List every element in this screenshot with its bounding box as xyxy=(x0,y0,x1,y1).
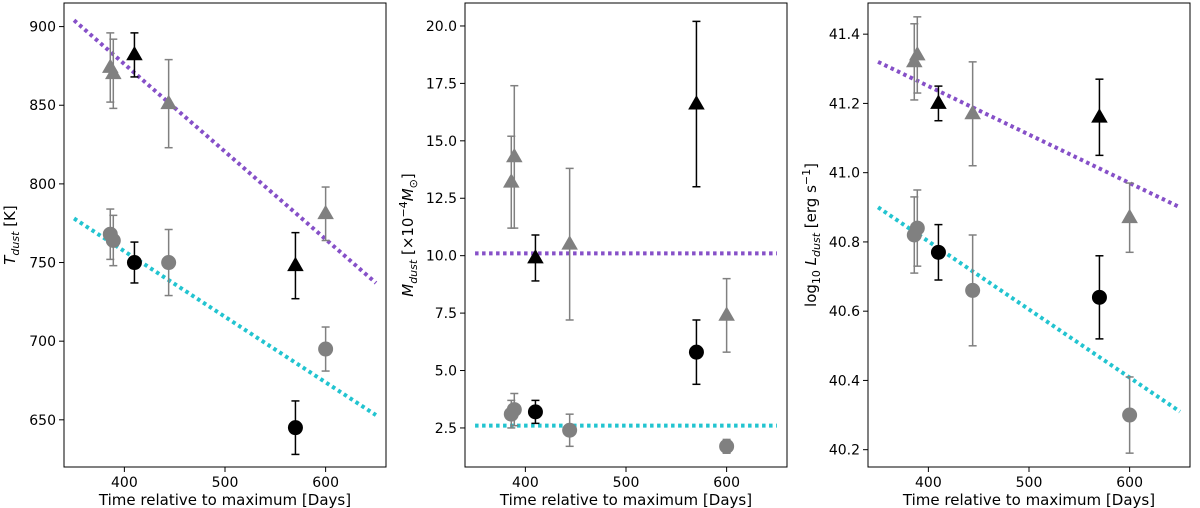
x-axis-label-temperature: Time relative to maximum [Days] xyxy=(98,491,351,508)
purple-fit-line xyxy=(877,60,1181,210)
circles-grey-point-1 xyxy=(105,233,121,249)
triangles-grey-point-3 xyxy=(718,306,735,321)
y-label-base-sub: 10 xyxy=(810,270,823,284)
cyan-fit-line xyxy=(876,205,1182,414)
y-label-mid: L xyxy=(802,257,820,270)
y-tick-label-0: 40.2 xyxy=(829,443,860,459)
y-label-sub: dust xyxy=(9,231,22,256)
cyan-fit-line xyxy=(72,216,378,417)
triangles-black-point-1 xyxy=(688,95,705,110)
y-label-tail: M xyxy=(399,188,417,201)
y-tick-label-1: 40.4 xyxy=(829,373,860,389)
circles-grey-point-3 xyxy=(318,341,334,357)
panel-temperature: 400 500 600 650 700 750 800 850 900 Time relative… xyxy=(1,2,387,508)
y-tick-label-3: 10.0 xyxy=(426,249,457,265)
y-tick-label-3: 800 xyxy=(29,177,56,193)
y-axis-label-luminosity: log10 Ldust [erg s−1] xyxy=(800,163,823,307)
y-axis-label-mass: Mdust [×10−4M⊙] xyxy=(397,173,420,296)
circles-grey-point-1 xyxy=(909,220,925,236)
y-tick-label-7: 20.0 xyxy=(426,19,457,35)
x-tick-label-400: 400 xyxy=(111,475,138,491)
y-label-tail-sub: ⊙ xyxy=(407,179,420,188)
y-tick-label-2: 7.5 xyxy=(435,306,457,322)
circles-black-point-1 xyxy=(688,344,704,360)
circles-black-point-0 xyxy=(930,244,946,260)
circles-black-point-0 xyxy=(527,404,543,420)
circles-grey-point-1 xyxy=(506,402,522,418)
x-tick-label-600: 600 xyxy=(1116,475,1143,491)
triangles-grey-point-3 xyxy=(1121,208,1138,224)
y-tick-label-0: 650 xyxy=(29,413,56,429)
triangles-grey-point-2 xyxy=(160,94,177,110)
panel-luminosity: 400 500 600 40.2 40.4 40.6 40.8 41.0 41.2 41.4 Tim… xyxy=(800,2,1191,508)
triangles-grey-point-2 xyxy=(964,104,981,120)
y-tick-label-6: 41.4 xyxy=(829,27,860,43)
x-tick-label-400: 400 xyxy=(915,475,942,491)
y-label-sup: −4 xyxy=(397,201,410,217)
y-tick-label-2: 40.6 xyxy=(829,304,860,320)
panel-mass: 400 500 600 2.5 5.0 7.5 10.0 12.5 15.0 17.5 20.0 Ti… xyxy=(397,2,788,508)
y-tick-label-1: 5.0 xyxy=(435,364,457,380)
circles-black-point-0 xyxy=(126,255,142,271)
y-label-sub: dust xyxy=(407,259,420,284)
x-tick-label-500: 500 xyxy=(613,475,640,491)
y-tick-label-2: 750 xyxy=(29,256,56,272)
y-label-close: ] xyxy=(802,163,820,169)
y-label-sup: −1 xyxy=(800,169,813,185)
y-label-base: T xyxy=(1,254,19,265)
y-tick-label-6: 17.5 xyxy=(426,76,457,92)
axes-frame-mass xyxy=(464,2,788,468)
circles-grey-point-2 xyxy=(562,422,578,438)
y-tick-label-5: 41.2 xyxy=(829,96,860,112)
triangles-black-point-1 xyxy=(287,256,304,272)
y-tick-label-5: 15.0 xyxy=(426,134,457,150)
y-label-base: M xyxy=(399,284,417,297)
y-tick-label-4: 41.0 xyxy=(829,166,860,182)
circles-grey-point-3 xyxy=(1122,407,1138,423)
y-tick-label-3: 40.8 xyxy=(829,235,860,251)
triangles-black-point-0 xyxy=(930,94,947,109)
circles-grey-point-3 xyxy=(719,438,735,454)
triangles-black-point-0 xyxy=(126,45,143,61)
x-axis-label-mass: Time relative to maximum [Days] xyxy=(499,491,752,508)
y-label-suffix: [erg s xyxy=(802,185,820,233)
triangles-grey-point-0 xyxy=(503,173,520,188)
triangles-grey-point-1 xyxy=(909,45,926,61)
y-tick-label-4: 12.5 xyxy=(426,191,457,207)
circles-grey-point-2 xyxy=(965,282,981,298)
triangles-black-point-1 xyxy=(1091,108,1108,123)
x-tick-label-500: 500 xyxy=(212,475,239,491)
y-axis-label-temperature: Tdust [K] xyxy=(1,205,22,264)
x-axis-label-luminosity: Time relative to maximum [Days] xyxy=(902,491,1155,508)
y-label-suffix: [×10 xyxy=(399,218,417,260)
y-tick-label-0: 2.5 xyxy=(435,421,457,437)
y-label-close: ] xyxy=(399,173,417,179)
triangles-grey-point-3 xyxy=(317,204,334,220)
y-tick-label-4: 850 xyxy=(29,98,56,114)
triangles-grey-point-2 xyxy=(561,235,578,250)
y-label-sub: dust xyxy=(810,232,823,257)
x-tick-label-600: 600 xyxy=(312,475,339,491)
x-tick-label-400: 400 xyxy=(512,475,539,491)
y-tick-label-1: 700 xyxy=(29,334,56,350)
circles-black-point-1 xyxy=(287,420,303,436)
circles-black-point-1 xyxy=(1091,289,1107,305)
circles-grey-point-2 xyxy=(161,255,177,271)
triangles-grey-point-1 xyxy=(105,64,122,80)
y-label-base: log xyxy=(802,284,820,307)
x-tick-label-600: 600 xyxy=(713,475,740,491)
y-tick-label-5: 900 xyxy=(29,20,56,36)
x-tick-label-500: 500 xyxy=(1016,475,1043,491)
triangles-grey-point-1 xyxy=(506,147,523,163)
triangles-black-point-0 xyxy=(527,248,544,264)
y-label-suffix: [K] xyxy=(1,205,19,231)
